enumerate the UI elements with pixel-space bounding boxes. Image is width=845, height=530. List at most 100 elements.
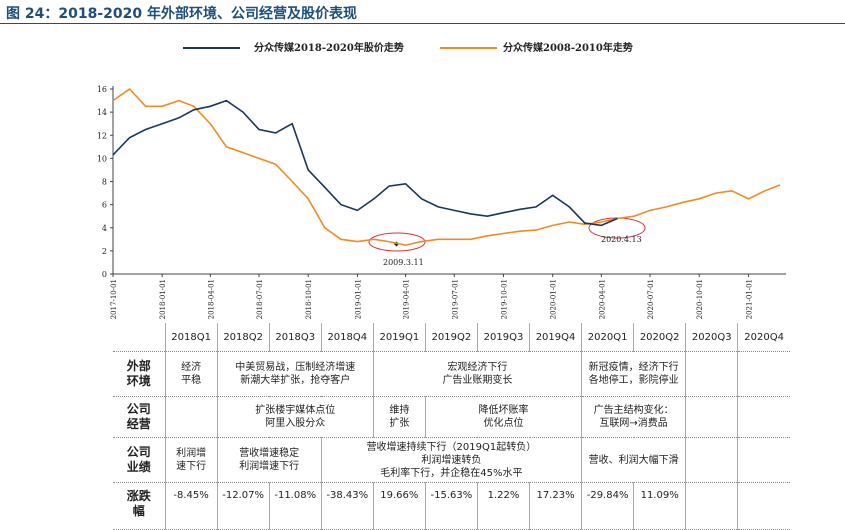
cell-text: 2018Q2	[223, 331, 263, 343]
table-cell: -29.84%	[581, 482, 634, 530]
table-cell: 17.23%	[528, 482, 582, 530]
cell-text: -12.07%	[222, 490, 265, 501]
cell-text: 速下行	[176, 461, 207, 472]
cell-text: 19.66%	[380, 490, 419, 501]
cell-text: 2018Q4	[327, 331, 368, 343]
table-cell	[685, 396, 738, 438]
table-cell: -8.45%	[164, 482, 218, 530]
cell-text: 外部	[126, 359, 151, 373]
table-cell: 经济 平稳	[164, 351, 218, 397]
cell-text: 扩张楼宇媒体点位	[255, 405, 336, 416]
y-tick-label: 6	[102, 201, 107, 210]
cell-text: -11.08%	[274, 490, 317, 501]
cell-text: 业绩	[126, 460, 151, 474]
series-line	[112, 87, 781, 246]
cell-text: 广告主结构变化：	[593, 405, 674, 416]
table-cell: 利润增 速下行	[164, 437, 218, 483]
cell-text: 营收增速持续下行（2019Q1起转负）	[366, 441, 537, 453]
cell-text: 2019Q3	[483, 331, 524, 343]
cell-text: 2019Q1	[379, 331, 420, 343]
table-row: 公司 业绩 利润增 速下行 营收增速稳定 利润增速下行 营收增速持续下行（2019Q1起转负…	[113, 437, 790, 483]
table-cell	[685, 482, 738, 530]
cell-text: 优化点位	[483, 418, 524, 429]
table-cell	[164, 396, 218, 438]
cell-text: 阿里入股分众	[265, 418, 326, 429]
x-tick-label: 2020-04-01	[598, 279, 606, 319]
table-cell: 营收增速持续下行（2019Q1起转负） 利润增速转负 毛利率下行，并企稳在45%水平	[320, 437, 582, 483]
header-cell: 2018Q3	[268, 323, 322, 352]
cell-text: 利润增速下行	[239, 461, 300, 472]
cell-text: 2020Q3	[691, 331, 732, 343]
cell-text: 互联网→消费品	[599, 418, 668, 429]
title-rule	[0, 23, 845, 24]
table-cell: 广告主结构变化： 互联网→消费品	[581, 396, 686, 438]
table-cell: 营收、利润大幅下滑	[581, 437, 686, 483]
cell-text: 环境	[126, 374, 151, 388]
cell-text: 2020Q2	[639, 331, 680, 343]
cell-text: 2018Q1	[171, 331, 211, 343]
header-cell: 2019Q4	[528, 323, 582, 352]
x-tick-label: 2021-01-01	[745, 279, 753, 319]
table-cell: 中美贸易战，压制经济增速 新潮大举扩张，抢夺客户	[216, 351, 374, 397]
table-cell	[737, 396, 790, 438]
cell-text: 中美贸易战，压制经济增速	[235, 362, 356, 373]
x-tick-label: 2018-01-01	[159, 279, 167, 319]
cell-text: 宏观经济下行	[447, 362, 508, 373]
table-cell	[737, 351, 790, 397]
header-cell: 2020Q4	[737, 323, 790, 352]
table-cell: 维持 扩张	[372, 396, 426, 438]
cell-text: 经济	[181, 362, 202, 373]
table-cell	[685, 437, 738, 483]
table-cell	[685, 351, 738, 397]
table-cell: 1.22%	[476, 482, 530, 530]
y-tick-label: 16	[97, 85, 107, 94]
cell-text: 营收、利润大幅下滑	[588, 454, 679, 466]
cell-text: 扩张	[389, 418, 410, 429]
header-cell: 2019Q3	[476, 323, 530, 352]
table-cell: 扩张楼宇媒体点位 阿里入股分众	[216, 396, 374, 438]
header-cell: 2019Q2	[424, 323, 478, 352]
y-tick-label: 12	[97, 131, 107, 140]
row-label: 涨跌幅	[113, 482, 166, 530]
table-cell: 降低坏账率 优化点位	[424, 396, 582, 438]
chart: 分众传媒2018-2020年股价走势 分众传媒2008-2010年走势 2009…	[97, 41, 786, 319]
header-cell: 2020Q2	[633, 323, 686, 352]
cell-text: 维持	[389, 405, 410, 416]
cell-text: 毛利率下行，并企稳在45%水平	[380, 467, 523, 479]
y-tick-label: 8	[102, 178, 107, 187]
y-tick-label: 4	[102, 224, 107, 233]
cell-text: 新潮大举扩张，抢夺客户	[240, 375, 351, 386]
table-cell: 11.09%	[633, 482, 686, 530]
annotation: 2020.4.13	[601, 235, 642, 244]
cell-text: 2019Q2	[431, 331, 472, 343]
header-cell: 2020Q1	[581, 323, 634, 352]
x-tick-label: 2019-07-01	[451, 279, 459, 319]
cell-text: 1.22%	[487, 490, 520, 501]
cell-text: 各地停工，影院停业	[588, 375, 679, 386]
legend-label: 分众传媒2008-2010年走势	[503, 41, 633, 54]
series-line	[112, 99, 618, 227]
x-tick-label: 2018-07-01	[256, 279, 264, 319]
header-cell: 2019Q1	[372, 323, 426, 352]
cell-text: 幅	[132, 504, 145, 518]
cell-text: -8.45%	[173, 490, 209, 501]
y-tick-label: 10	[97, 154, 107, 163]
cell-text: 2018Q3	[275, 331, 316, 343]
cell-text: 降低坏账率	[478, 405, 529, 416]
cell-text: -29.84%	[586, 490, 629, 501]
x-tick-label: 2019-10-01	[500, 279, 508, 319]
table-cell: 19.66%	[372, 482, 426, 530]
x-tick-label: 2020-01-01	[550, 279, 558, 319]
row-label: 公司 业绩	[113, 437, 166, 483]
x-tick-label: 2019-01-01	[354, 279, 362, 319]
table-cell: -12.07%	[216, 482, 270, 530]
x-tick-label: 2018-04-01	[207, 279, 215, 319]
cell-text: 广告业账期变长	[442, 375, 513, 386]
cell-text: 利润增	[176, 448, 207, 459]
figure-title: 图 24：2018-2020 年外部环境、公司经营及股价表现	[6, 6, 357, 22]
cell-text: -38.43%	[326, 490, 369, 501]
cell-text: 平稳	[181, 375, 202, 386]
table-cell	[737, 437, 790, 483]
highlight-ellipse	[368, 232, 426, 252]
cell-text: 涨跌	[126, 489, 151, 503]
